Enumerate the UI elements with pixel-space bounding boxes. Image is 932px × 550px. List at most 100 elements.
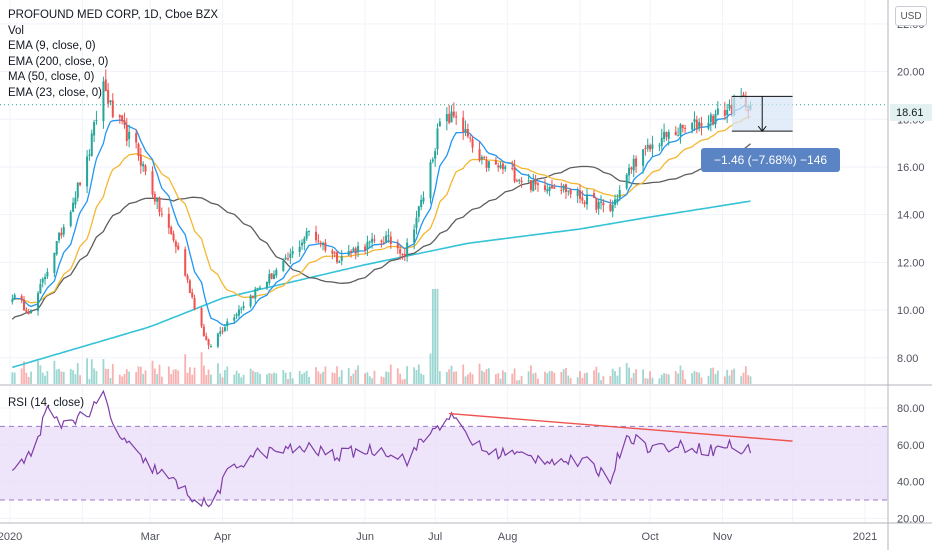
volume-bar [403, 378, 406, 384]
candle-body [135, 133, 138, 143]
volume-bar [628, 367, 630, 384]
candle-body [128, 131, 131, 140]
candle-body [331, 250, 334, 254]
legend-ema9[interactable]: EMA (9, close, 0) [8, 40, 96, 52]
volume-bar [445, 372, 448, 384]
candle-body [338, 261, 341, 263]
symbol-title[interactable]: PROFOUND MED CORP, 1D, Cboe BZX [8, 9, 219, 21]
candle-body [399, 249, 402, 254]
candle-body [102, 81, 105, 122]
candle-body [462, 117, 465, 132]
volume-bar [649, 371, 651, 384]
volume-bar [188, 367, 191, 384]
candle-body [707, 122, 710, 129]
candle-body [272, 274, 275, 279]
time-tick-label: Oct [642, 531, 659, 543]
candle-body [658, 145, 661, 147]
price-tick-label: 20.00 [897, 67, 925, 79]
candle-body [254, 288, 257, 299]
candle-body [455, 116, 458, 118]
volume-bar [511, 373, 514, 384]
volume-bar [595, 366, 598, 384]
volume-bar [79, 375, 81, 384]
ema200-path [12, 200, 751, 369]
volume-bar [242, 374, 245, 384]
candle-body [13, 294, 16, 299]
volume-bar [625, 362, 628, 384]
time-tick-label: Jul [428, 531, 442, 543]
measure-label[interactable]: −1.46 (−7.68%) −146 [701, 148, 840, 172]
volume-bar [560, 372, 563, 384]
candle-body [221, 330, 224, 332]
candle-body [651, 144, 654, 149]
volume-bar [254, 372, 257, 384]
candle-body [663, 131, 666, 139]
candle-body [436, 128, 439, 150]
candle-body [534, 179, 537, 185]
candle-body [564, 184, 567, 192]
candle-body [518, 179, 521, 181]
volume-bar [86, 358, 88, 384]
rsi-title[interactable]: RSI (14, close) [8, 397, 85, 409]
volume-bar [324, 366, 327, 384]
candle-body [562, 185, 565, 190]
candle-body [44, 276, 47, 280]
volume-bar [544, 371, 546, 384]
candle-body [532, 180, 535, 192]
volume-bar [226, 366, 229, 384]
currency-button[interactable]: USD [895, 6, 927, 26]
candle-body [364, 246, 367, 251]
candle-body [618, 189, 621, 199]
candle-body [265, 281, 268, 288]
candle-body [69, 211, 72, 226]
candle-body [431, 159, 434, 162]
candle-body [72, 202, 75, 212]
volume-bar [466, 374, 469, 384]
volume-bar [193, 367, 196, 384]
candle-body [438, 121, 441, 127]
volume-bar [600, 380, 602, 384]
candle-body [520, 180, 523, 183]
volume-bar [317, 371, 320, 384]
volume-bar [709, 368, 712, 384]
legend-ema200[interactable]: EMA (200, close, 0) [8, 55, 109, 68]
volume-bar [238, 373, 240, 384]
volume-bar [291, 378, 294, 384]
volume-bar [455, 371, 458, 384]
volume-bar [303, 372, 306, 384]
volume-bar [319, 373, 322, 384]
candle-body [53, 252, 56, 273]
measure-tool[interactable] [731, 95, 793, 132]
candle-body [536, 183, 539, 185]
candle-body [679, 124, 682, 136]
candle-body [319, 242, 322, 245]
legend-ma50[interactable]: MA (50, close, 0) [8, 71, 95, 83]
rsi-trendline[interactable] [449, 412, 793, 442]
legend-ema23[interactable]: EMA (23, close, 0) [8, 86, 102, 99]
volume-bar [350, 375, 352, 384]
candle-body [237, 309, 240, 316]
candle-body [333, 252, 336, 254]
volume-bar [644, 378, 647, 384]
candle-body [188, 280, 191, 294]
volume-bar [723, 376, 726, 384]
candle-body [632, 159, 635, 171]
candle-body [403, 253, 406, 256]
candle-body [684, 128, 687, 130]
rsi-line [11, 389, 752, 508]
candle-body [677, 135, 680, 137]
price-tick-label: 8.00 [897, 353, 918, 365]
volume-bar [487, 368, 490, 384]
candle-body [649, 145, 652, 150]
volume-bar [581, 378, 584, 384]
volume-bar [548, 371, 551, 384]
candle-body [46, 272, 49, 277]
volume-bar [530, 365, 532, 384]
candle-body [413, 229, 416, 243]
candle-body [585, 194, 589, 205]
volume-bar [170, 374, 173, 384]
last-price-tag: 18.61 [890, 104, 932, 121]
candle-body [62, 227, 65, 235]
legend-volume[interactable]: Vol [8, 24, 24, 37]
